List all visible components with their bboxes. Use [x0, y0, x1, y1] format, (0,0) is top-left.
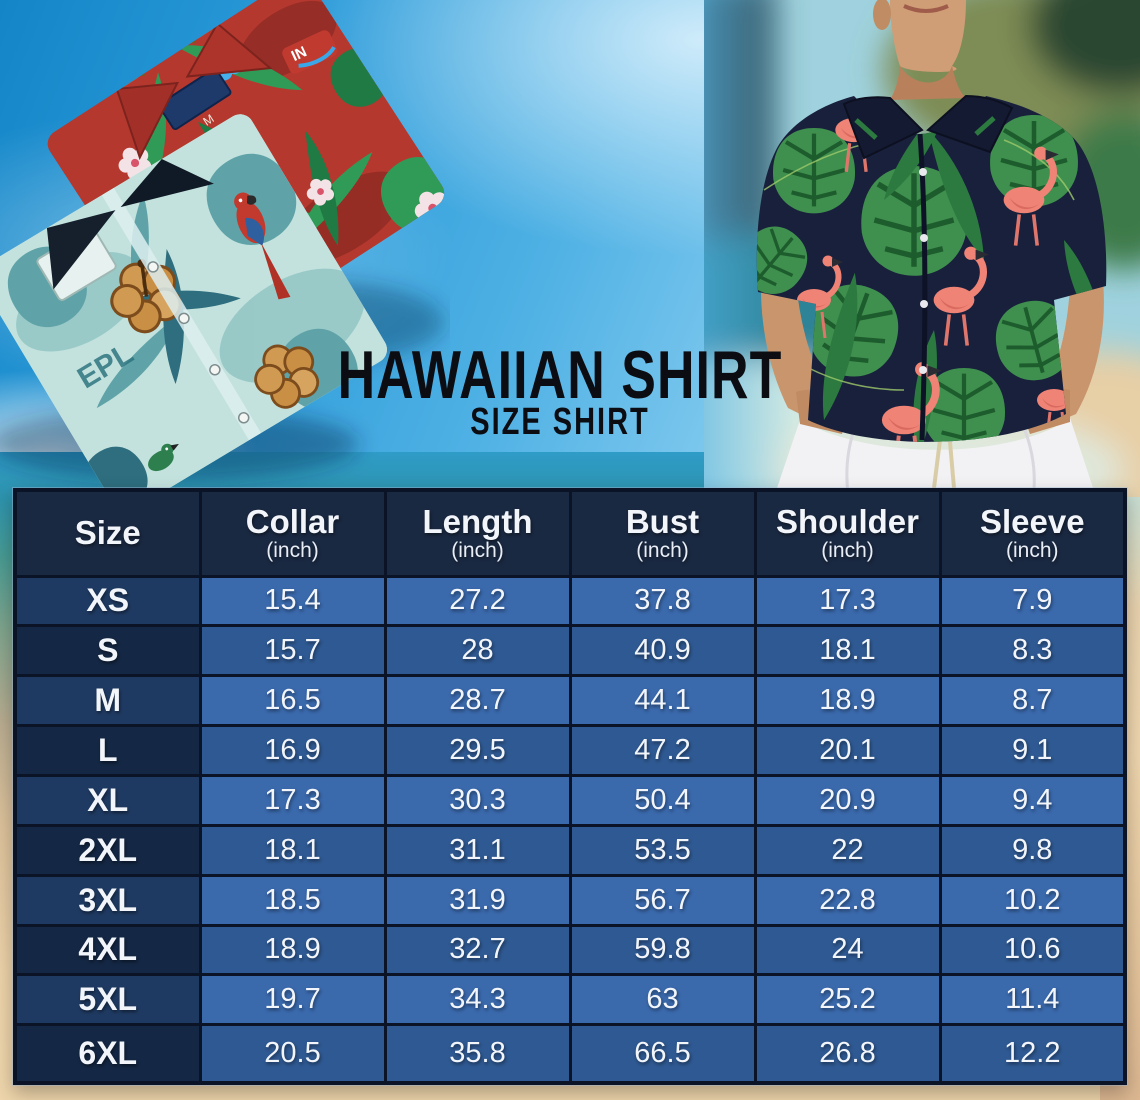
- value-cell: 8.3: [938, 624, 1127, 678]
- model-head: [873, 0, 966, 100]
- value-cell: 22.8: [753, 873, 942, 927]
- column-header-length: Length (inch): [383, 488, 572, 578]
- value-cell: 20.5: [198, 1023, 387, 1085]
- value-cell: 29.5: [383, 724, 572, 777]
- value-cell: 17.3: [198, 773, 387, 827]
- size-cell: XS: [13, 574, 202, 628]
- value-cell: 44.1: [568, 674, 757, 728]
- size-cell: 4XL: [13, 923, 202, 977]
- value-cell: 34.3: [383, 973, 572, 1027]
- size-cell: 6XL: [13, 1023, 202, 1085]
- column-header-shoulder: Shoulder (inch): [753, 488, 942, 578]
- value-cell: 26.8: [753, 1023, 942, 1085]
- value-cell: 15.7: [198, 624, 387, 678]
- parrot: [234, 192, 291, 300]
- size-chart: Size Collar (inch) Length (inch) Bust (inch) Sh…: [13, 488, 1127, 1085]
- value-cell: 20.9: [753, 773, 942, 827]
- value-cell: 9.4: [938, 773, 1127, 827]
- value-cell: 11.4: [938, 973, 1127, 1027]
- size-cell: 2XL: [13, 823, 202, 877]
- table-row: 6XL 20.5 35.8 66.5 26.8 12.2: [13, 1023, 1127, 1085]
- header-row: Size Collar (inch) Length (inch) Bust (inch) Sh…: [13, 488, 1127, 578]
- value-cell: 28: [383, 624, 572, 678]
- value-cell: 30.3: [383, 773, 572, 827]
- table-row: S 15.7 28 40.9 18.1 8.3: [13, 624, 1127, 678]
- value-cell: 10.6: [938, 923, 1127, 977]
- table-body: XS 15.4 27.2 37.8 17.3 7.9 S 15.7 28 40.9 18.1 8.3 M…: [13, 574, 1127, 1085]
- red-shirt-logo-text: IN: [289, 43, 310, 65]
- value-cell: 18.9: [753, 674, 942, 728]
- table-row: XL 17.3 30.3 50.4 20.9 9.4: [13, 773, 1127, 827]
- value-cell: 31.1: [383, 823, 572, 877]
- table-row: 2XL 18.1 31.1 53.5 22 9.8: [13, 823, 1127, 877]
- value-cell: 66.5: [568, 1023, 757, 1085]
- value-cell: 8.7: [938, 674, 1127, 728]
- value-cell: 18.1: [753, 624, 942, 678]
- model-photo: [704, 0, 1140, 497]
- value-cell: 18.9: [198, 923, 387, 977]
- value-cell: 31.9: [383, 873, 572, 927]
- value-cell: 16.5: [198, 674, 387, 728]
- table-row: XS 15.4 27.2 37.8 17.3 7.9: [13, 574, 1127, 628]
- value-cell: 53.5: [568, 823, 757, 877]
- size-cell: 5XL: [13, 973, 202, 1027]
- size-cell: L: [13, 724, 202, 777]
- column-header-sleeve: Sleeve (inch): [938, 488, 1127, 578]
- value-cell: 37.8: [568, 574, 757, 628]
- value-cell: 12.2: [938, 1023, 1127, 1085]
- value-cell: 35.8: [383, 1023, 572, 1085]
- value-cell: 50.4: [568, 773, 757, 827]
- value-cell: 20.1: [753, 724, 942, 777]
- value-cell: 7.9: [938, 574, 1127, 628]
- table-row: L 16.9 29.5 47.2 20.1 9.1: [13, 724, 1127, 777]
- page-subtitle: SIZE SHIRT: [470, 401, 650, 444]
- white-pants: [774, 418, 1096, 497]
- value-cell: 63: [568, 973, 757, 1027]
- page-title: HAWAIIAN SHIRT: [337, 338, 783, 413]
- size-cell: XL: [13, 773, 202, 827]
- teal-hawaiian-shirt: EPL: [0, 109, 393, 492]
- column-header-size: Size: [13, 488, 202, 578]
- column-header-collar: Collar (inch): [198, 488, 387, 578]
- hibiscus-flower: [110, 258, 320, 409]
- value-cell: 25.2: [753, 973, 942, 1027]
- title-block: HAWAIIAN SHIRT SIZE SHIRT: [285, 342, 835, 442]
- value-cell: 27.2: [383, 574, 572, 628]
- size-cell: M: [13, 674, 202, 728]
- table-row: 3XL 18.5 31.9 56.7 22.8 10.2: [13, 873, 1127, 927]
- value-cell: 40.9: [568, 624, 757, 678]
- value-cell: 56.7: [568, 873, 757, 927]
- value-cell: 10.2: [938, 873, 1127, 927]
- value-cell: 16.9: [198, 724, 387, 777]
- table-row: 5XL 19.7 34.3 63 25.2 11.4: [13, 973, 1127, 1027]
- table-row: M 16.5 28.7 44.1 18.9 8.7: [13, 674, 1127, 728]
- value-cell: 15.4: [198, 574, 387, 628]
- value-cell: 18.1: [198, 823, 387, 877]
- value-cell: 9.1: [938, 724, 1127, 777]
- folded-shirts-photo: M IN: [0, 0, 450, 492]
- value-cell: 19.7: [198, 973, 387, 1027]
- value-cell: 28.7: [383, 674, 572, 728]
- value-cell: 22: [753, 823, 942, 877]
- size-cell: S: [13, 624, 202, 678]
- bird: [148, 443, 179, 472]
- table-row: 4XL 18.9 32.7 59.8 24 10.6: [13, 923, 1127, 977]
- value-cell: 24: [753, 923, 942, 977]
- column-header-bust: Bust (inch): [568, 488, 757, 578]
- value-cell: 17.3: [753, 574, 942, 628]
- value-cell: 59.8: [568, 923, 757, 977]
- value-cell: 47.2: [568, 724, 757, 777]
- value-cell: 9.8: [938, 823, 1127, 877]
- value-cell: 32.7: [383, 923, 572, 977]
- value-cell: 18.5: [198, 873, 387, 927]
- size-chart-table: Size Collar (inch) Length (inch) Bust (inch) Sh…: [13, 488, 1127, 1085]
- flamingo-shirt: [756, 94, 1107, 442]
- size-cell: 3XL: [13, 873, 202, 927]
